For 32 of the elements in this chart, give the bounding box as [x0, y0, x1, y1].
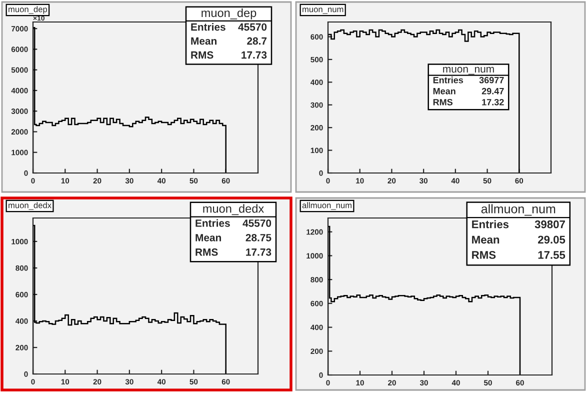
annotation: Mean [196, 234, 221, 242]
annotation: 28.7 [247, 37, 267, 45]
chart-title: muon_num [302, 8, 344, 14]
chart-title: muon_dedx [8, 202, 52, 210]
annotation: 36977 [479, 76, 504, 84]
annotation: Mean [472, 236, 500, 244]
annotation: 29.47 [482, 88, 504, 94]
annotation: Entries [433, 76, 464, 84]
annotation: 45570 [238, 23, 267, 31]
annotation: Mean [433, 88, 456, 94]
annotation: Entries [196, 219, 230, 227]
annotation: Entries [191, 23, 226, 31]
annotation: 17.32 [482, 98, 504, 106]
annotation: RMS [191, 51, 214, 59]
text: allmuon_num [481, 204, 556, 216]
chart-title: allmuon_num [302, 202, 352, 210]
annotation: RMS [196, 248, 218, 256]
text: muon_dep [202, 8, 256, 20]
annotation: 28.75 [246, 234, 272, 242]
annotation: 39807 [534, 220, 565, 228]
annotation: 17.55 [538, 251, 566, 259]
text: muon_dedx [203, 204, 264, 216]
annotation: 17.73 [246, 248, 272, 256]
annotation: RMS [433, 98, 453, 106]
annotation: muon_num [443, 66, 494, 75]
annotation: 17.73 [242, 51, 267, 59]
annotation: RMS [472, 251, 496, 259]
annotation: 29.05 [538, 236, 566, 244]
annotation: Entries [472, 220, 509, 228]
annotation: 45570 [242, 220, 272, 227]
chart-title: muon_dep [8, 6, 48, 14]
annotation: Mean [191, 37, 216, 45]
